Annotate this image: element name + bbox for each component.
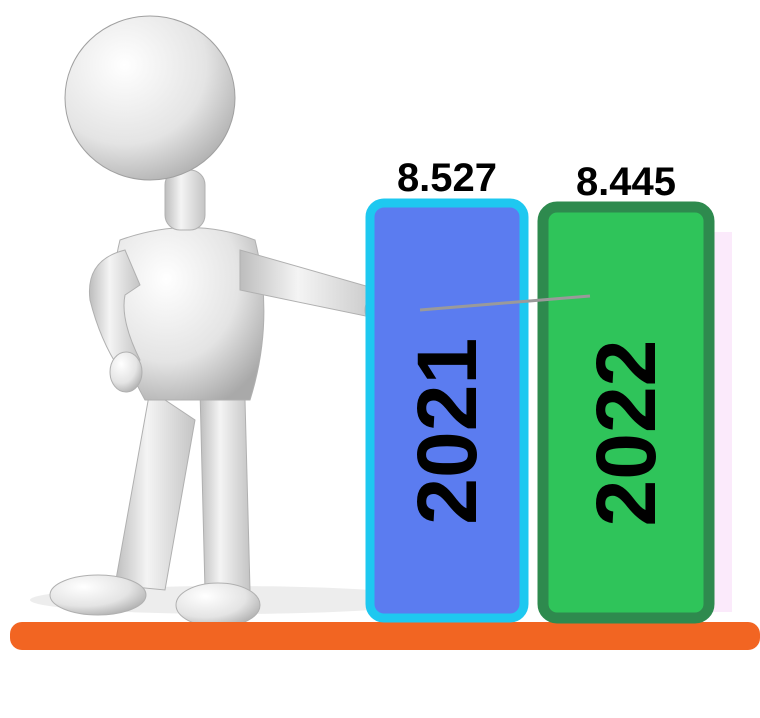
pink-shadow [712,232,732,612]
value-label: 8.527 [397,156,497,200]
bars: 8.527 2021 8.445 2022 [370,156,709,618]
value-label: 8.445 [576,160,676,204]
page: 8.52720218.4452022 (() => { const data =… [0,0,760,718]
base-line [10,622,760,650]
chart: 8.527 2021 8.445 2022 [0,0,760,718]
category-label: 2021 [400,338,494,525]
category-label: 2022 [579,340,673,527]
